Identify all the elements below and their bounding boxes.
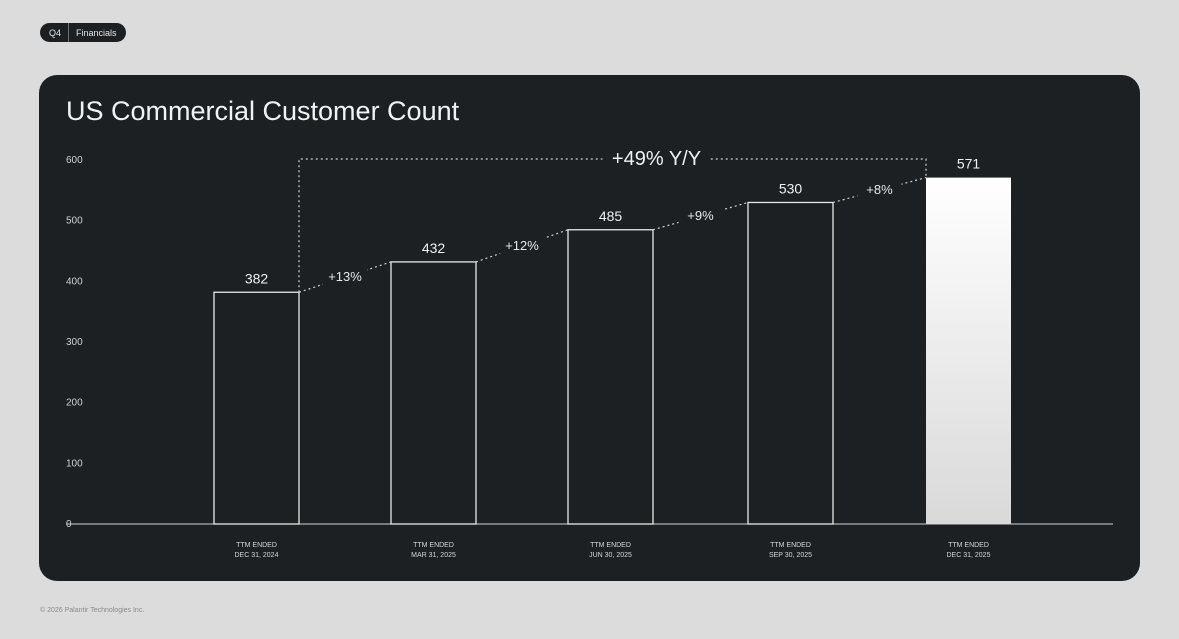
yoy-bracket [298, 158, 927, 293]
bar-value-label: 571 [957, 156, 981, 172]
bar [390, 261, 477, 525]
growth-label: +13% [328, 269, 362, 284]
x-category-label: TTM ENDED [770, 542, 811, 549]
growth-label-bg [500, 235, 544, 254]
x-category-label: TTM ENDED [236, 542, 277, 549]
bar-value-label: 382 [245, 270, 269, 286]
x-category-label: DEC 31, 2024 [235, 552, 279, 559]
copyright-footer: © 2026 Palantir Technologies Inc. [40, 607, 145, 614]
bar [926, 177, 1011, 524]
growth-connector [652, 201, 749, 231]
y-tick-label: 500 [66, 216, 83, 227]
quarter-label: Q4 [49, 27, 62, 38]
growth-label: +12% [505, 238, 539, 253]
section-label: Financials [76, 27, 117, 38]
yoy-label: +49% Y/Y [612, 148, 701, 170]
x-category-label: TTM ENDED [413, 542, 454, 549]
y-tick-label: 400 [66, 276, 83, 287]
x-category-label: JUN 30, 2025 [589, 552, 632, 559]
bar-value-label: 485 [599, 208, 623, 224]
growth-connector [832, 177, 927, 204]
x-category-label: DEC 31, 2025 [947, 552, 991, 559]
x-category-label: MAR 31, 2025 [411, 552, 456, 559]
growth-connector [475, 229, 569, 263]
x-category-label: TTM ENDED [590, 542, 631, 549]
chart-panel: US Commercial Customer Count 01002003004… [39, 75, 1140, 581]
bar-value-label: 530 [779, 180, 803, 196]
pill-divider [68, 23, 70, 42]
y-tick-label: 300 [66, 337, 83, 348]
growth-label-bg [678, 206, 723, 225]
y-tick-label: 100 [66, 458, 83, 469]
y-tick-label: 200 [66, 398, 83, 409]
x-category-label: TTM ENDED [948, 542, 989, 549]
bar [213, 291, 300, 525]
growth-label-bg [323, 267, 367, 286]
y-tick-label: 600 [66, 155, 83, 166]
section-pill: Q4 Financials [40, 23, 126, 42]
bar [747, 201, 834, 525]
growth-label: +8% [866, 182, 893, 197]
bar [567, 229, 654, 525]
x-category-label: SEP 30, 2025 [769, 552, 812, 559]
growth-connector [298, 261, 392, 293]
growth-label-bg [857, 180, 902, 199]
bar-value-label: 432 [422, 240, 446, 256]
growth-label: +9% [687, 208, 714, 223]
yoy-label-bg [602, 145, 711, 171]
chart-title: US Commercial Customer Count [66, 96, 460, 126]
customer-count-chart: US Commercial Customer Count 01002003004… [66, 96, 1113, 559]
